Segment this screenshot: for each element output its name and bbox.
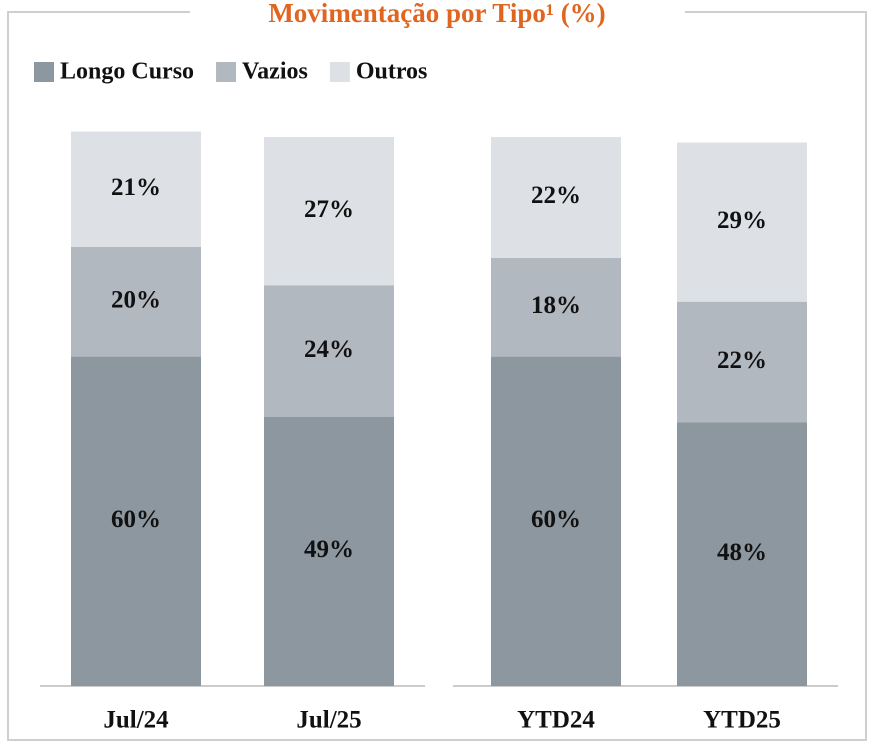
legend-label: Longo Curso: [60, 59, 194, 85]
bar-segment: [677, 301, 807, 423]
bar-segment: [491, 137, 621, 258]
bar-segment: [491, 356, 621, 686]
legend-label: Outros: [356, 59, 428, 85]
data-label: 22%: [717, 347, 767, 374]
bar-segment: [264, 285, 394, 417]
data-label: 48%: [717, 539, 767, 566]
legend-swatch: [329, 62, 350, 82]
bar-segment: [71, 356, 201, 686]
bar-segment: [71, 246, 201, 357]
x-tick-label: Jul/25: [296, 707, 361, 734]
bar-segment: [264, 416, 394, 686]
legend-swatch: [34, 62, 54, 82]
bar-segment: [264, 137, 394, 286]
data-label: 22%: [531, 182, 581, 209]
data-label: 60%: [111, 506, 161, 533]
bar-segment: [677, 142, 807, 302]
x-tick-label: YTD25: [703, 707, 781, 734]
data-label: 20%: [111, 286, 161, 313]
legend-swatch: [216, 62, 237, 82]
data-label: 21%: [111, 174, 161, 201]
data-label: 49%: [304, 536, 354, 563]
legend-label: Vazios: [242, 59, 308, 85]
data-label: 27%: [304, 196, 354, 223]
bar-segment: [677, 422, 807, 686]
data-label: 60%: [531, 506, 581, 533]
bar-segment: [491, 257, 621, 357]
data-label: 29%: [717, 207, 767, 234]
title-backdrop: [190, 0, 685, 28]
x-tick-label: YTD24: [517, 707, 595, 734]
chart-title: Movimentação por Tipo¹ (%): [268, 0, 605, 28]
bar-segment: [71, 131, 201, 247]
data-label: 24%: [304, 336, 354, 363]
x-tick-label: Jul/24: [103, 707, 169, 734]
data-label: 18%: [531, 292, 581, 319]
